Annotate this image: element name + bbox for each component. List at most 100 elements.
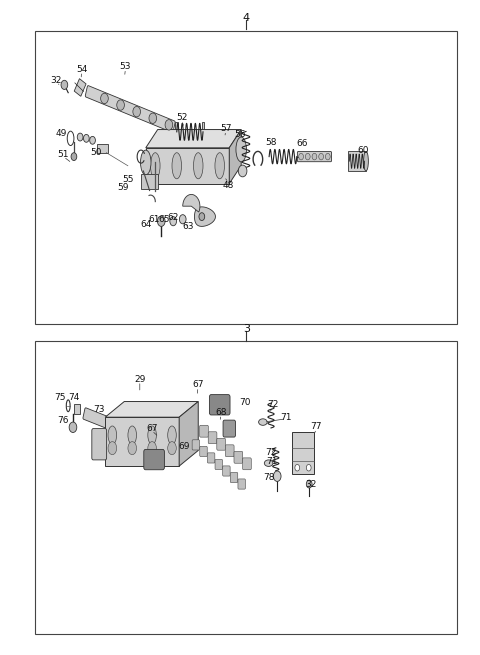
Ellipse shape xyxy=(148,441,156,455)
Text: 29: 29 xyxy=(134,375,145,384)
Text: 66: 66 xyxy=(296,139,308,148)
Ellipse shape xyxy=(264,460,273,466)
Polygon shape xyxy=(292,432,314,474)
Polygon shape xyxy=(194,207,216,227)
FancyBboxPatch shape xyxy=(92,428,107,460)
Circle shape xyxy=(306,480,312,488)
Circle shape xyxy=(77,133,83,141)
Circle shape xyxy=(84,134,89,142)
Polygon shape xyxy=(141,174,157,189)
FancyBboxPatch shape xyxy=(223,420,236,437)
FancyBboxPatch shape xyxy=(298,151,332,162)
Ellipse shape xyxy=(108,441,117,455)
Circle shape xyxy=(133,106,141,117)
FancyBboxPatch shape xyxy=(192,440,200,450)
Ellipse shape xyxy=(259,419,267,425)
Text: 52: 52 xyxy=(176,113,188,122)
Text: 65: 65 xyxy=(158,215,169,224)
Bar xyxy=(109,419,118,434)
FancyBboxPatch shape xyxy=(35,31,457,324)
Text: 67: 67 xyxy=(192,381,204,389)
Circle shape xyxy=(295,464,300,471)
Text: 72: 72 xyxy=(265,448,276,457)
Ellipse shape xyxy=(67,131,74,145)
Ellipse shape xyxy=(236,137,246,162)
Ellipse shape xyxy=(141,150,151,175)
FancyBboxPatch shape xyxy=(200,425,208,437)
FancyBboxPatch shape xyxy=(83,408,113,430)
FancyBboxPatch shape xyxy=(217,438,226,450)
Circle shape xyxy=(306,464,311,471)
Text: 78: 78 xyxy=(263,473,275,482)
Text: 57: 57 xyxy=(220,124,231,133)
Polygon shape xyxy=(229,130,241,183)
Text: 73: 73 xyxy=(93,405,105,413)
Text: 71: 71 xyxy=(280,413,291,422)
Circle shape xyxy=(299,153,303,160)
Text: 50: 50 xyxy=(90,148,102,157)
Text: 64: 64 xyxy=(140,220,152,229)
Text: 75: 75 xyxy=(54,394,65,402)
Polygon shape xyxy=(105,417,179,466)
FancyBboxPatch shape xyxy=(200,446,207,457)
Ellipse shape xyxy=(128,441,136,455)
FancyBboxPatch shape xyxy=(144,449,165,470)
Circle shape xyxy=(165,120,173,130)
Bar xyxy=(97,143,108,153)
Ellipse shape xyxy=(108,426,117,444)
Text: 63: 63 xyxy=(183,222,194,231)
Text: 32: 32 xyxy=(50,77,62,85)
Ellipse shape xyxy=(151,153,160,179)
FancyBboxPatch shape xyxy=(207,453,215,463)
Text: 74: 74 xyxy=(68,394,80,402)
Circle shape xyxy=(170,217,177,226)
Polygon shape xyxy=(179,402,198,466)
Text: 56: 56 xyxy=(234,130,246,139)
Circle shape xyxy=(325,153,330,160)
Polygon shape xyxy=(146,148,229,183)
Wedge shape xyxy=(183,195,200,212)
Text: 49: 49 xyxy=(55,128,67,138)
Circle shape xyxy=(61,81,68,90)
Text: 67: 67 xyxy=(146,424,157,433)
Text: 77: 77 xyxy=(311,422,322,431)
Text: 72: 72 xyxy=(267,400,278,409)
Text: 4: 4 xyxy=(243,12,250,23)
Bar xyxy=(348,151,366,171)
Text: 60: 60 xyxy=(358,145,369,155)
FancyBboxPatch shape xyxy=(208,432,217,443)
Circle shape xyxy=(199,213,204,221)
Circle shape xyxy=(312,153,317,160)
Ellipse shape xyxy=(66,400,70,411)
Ellipse shape xyxy=(168,441,176,455)
FancyBboxPatch shape xyxy=(242,458,251,470)
Bar xyxy=(74,79,86,96)
Text: 70: 70 xyxy=(239,398,251,407)
Bar xyxy=(202,122,204,141)
FancyBboxPatch shape xyxy=(230,472,238,483)
Circle shape xyxy=(157,216,165,227)
FancyBboxPatch shape xyxy=(238,479,245,489)
Circle shape xyxy=(180,215,186,224)
FancyBboxPatch shape xyxy=(209,394,230,415)
Ellipse shape xyxy=(364,151,368,171)
Text: 58: 58 xyxy=(265,138,276,147)
Circle shape xyxy=(101,93,108,103)
Text: 54: 54 xyxy=(76,65,87,74)
FancyBboxPatch shape xyxy=(234,451,243,463)
Polygon shape xyxy=(105,402,198,417)
Text: 51: 51 xyxy=(58,150,69,159)
Ellipse shape xyxy=(148,426,156,444)
Bar xyxy=(74,404,80,414)
Circle shape xyxy=(149,113,156,124)
Ellipse shape xyxy=(215,153,225,179)
Ellipse shape xyxy=(172,153,181,179)
Text: 53: 53 xyxy=(120,62,131,71)
Text: 69: 69 xyxy=(178,441,190,451)
Circle shape xyxy=(69,422,77,432)
FancyBboxPatch shape xyxy=(85,86,175,132)
Text: 76: 76 xyxy=(58,416,69,424)
FancyBboxPatch shape xyxy=(215,459,223,470)
Ellipse shape xyxy=(168,426,176,444)
Circle shape xyxy=(71,153,77,160)
